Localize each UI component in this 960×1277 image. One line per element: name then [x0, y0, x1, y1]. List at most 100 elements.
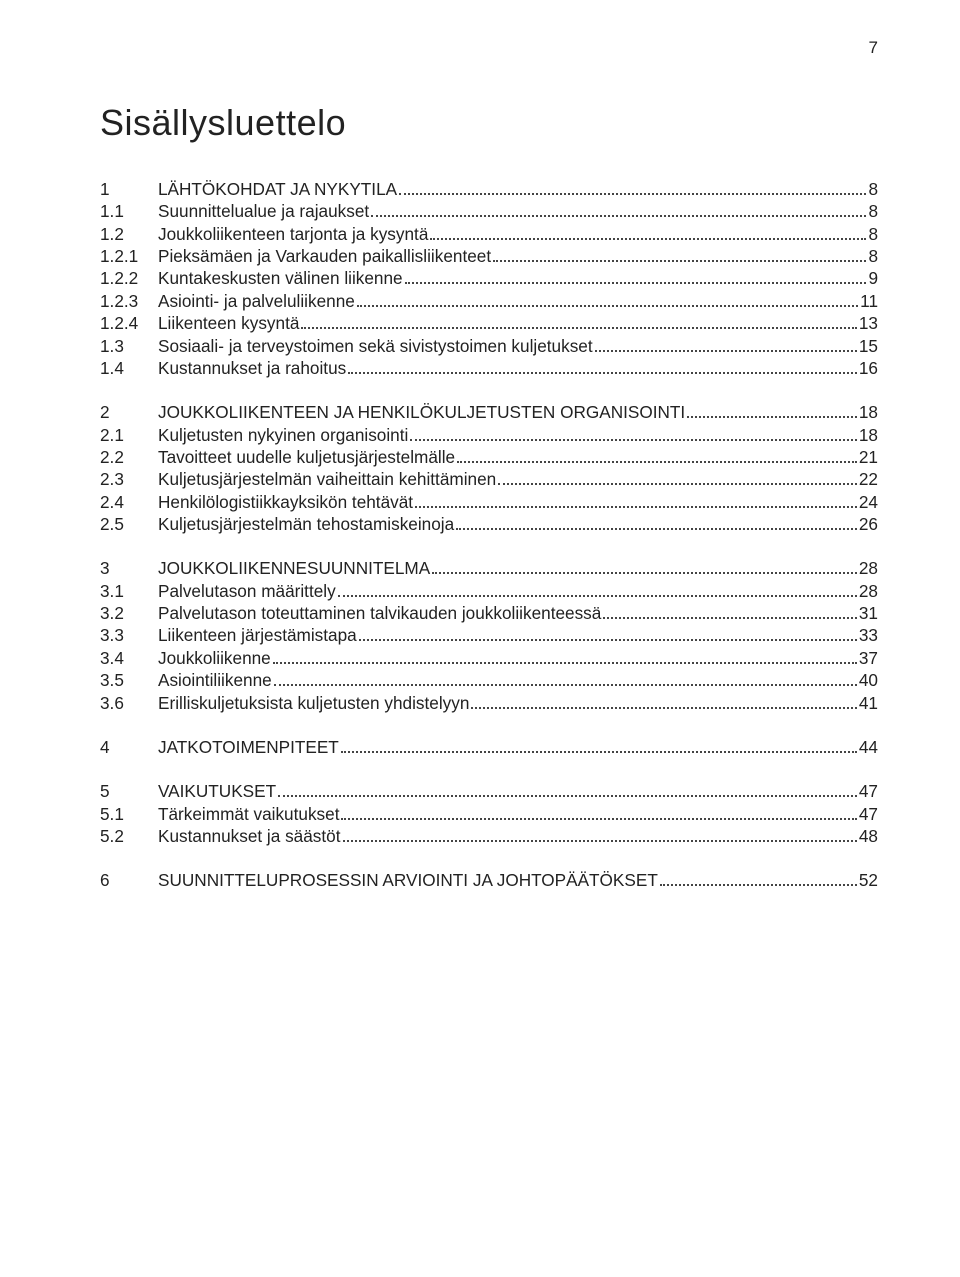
toc-row: 1.4Kustannukset ja rahoitus 16: [100, 357, 878, 379]
toc-leader-dots: [357, 305, 858, 307]
toc-entry-label: Kuntakeskusten välinen liikenne: [158, 267, 403, 289]
toc-row: 3.3Liikenteen järjestämistapa33: [100, 624, 878, 646]
toc-leader-dots: [278, 795, 857, 797]
toc-leader-dots: [471, 707, 856, 709]
toc-entry-label: Tavoitteet uudelle kuljetusjärjestelmäll…: [158, 446, 455, 468]
toc-leader-dots: [274, 684, 857, 686]
toc-leader-dots: [341, 751, 857, 753]
toc-leader-dots: [498, 483, 857, 485]
toc-entry-number: 2.2: [100, 446, 158, 468]
table-of-contents: 1LÄHTÖKOHDAT JA NYKYTILA81.1Suunnittelua…: [100, 178, 878, 892]
toc-entry-number: 3.5: [100, 669, 158, 691]
toc-row: 2JOUKKOLIIKENTEEN JA HENKILÖKULJETUSTEN …: [100, 401, 878, 423]
toc-entry-page: 31: [859, 602, 878, 624]
toc-entry-number: 4: [100, 736, 158, 758]
toc-row: 3.1Palvelutason määrittely28: [100, 580, 878, 602]
toc-entry-page: 28: [859, 557, 878, 579]
toc-entry-label: Kustannukset ja rahoitus: [158, 357, 346, 379]
toc-entry-number: 1.4: [100, 357, 158, 379]
toc-row: 3.5Asiointiliikenne 40: [100, 669, 878, 691]
toc-entry-page: 40: [859, 669, 878, 691]
toc-entry-label: VAIKUTUKSET: [158, 780, 276, 802]
toc-leader-dots: [432, 572, 857, 574]
toc-entry-number: 2.1: [100, 424, 158, 446]
toc-entry-label: Joukkoliikenteen tarjonta ja kysyntä: [158, 223, 428, 245]
toc-leader-dots: [338, 595, 857, 597]
toc-entry-number: 3.6: [100, 692, 158, 714]
page-number: 7: [869, 38, 878, 58]
toc-entry-number: 1: [100, 178, 158, 200]
toc-leader-dots: [371, 215, 866, 217]
toc-group: 3JOUKKOLIIKENNESUUNNITELMA283.1Palveluta…: [100, 557, 878, 714]
toc-entry-page: 22: [859, 468, 878, 490]
toc-title: Sisällysluettelo: [100, 102, 878, 144]
toc-entry-label: Liikenteen kysyntä: [158, 312, 299, 334]
toc-leader-dots: [405, 282, 867, 284]
toc-row: 1.2.3Asiointi- ja palveluliikenne11: [100, 290, 878, 312]
toc-entry-label: Asiointiliikenne: [158, 669, 272, 691]
toc-entry-number: 1.1: [100, 200, 158, 222]
toc-row: 5VAIKUTUKSET47: [100, 780, 878, 802]
toc-entry-page: 48: [859, 825, 878, 847]
toc-entry-label: Kuljetusten nykyinen organisointi: [158, 424, 408, 446]
toc-entry-number: 1.2.1: [100, 245, 158, 267]
toc-row: 2.3Kuljetusjärjestelmän vaiheittain kehi…: [100, 468, 878, 490]
toc-row: 1.2.4Liikenteen kysyntä 13: [100, 312, 878, 334]
toc-entry-label: Joukkoliikenne: [158, 647, 271, 669]
toc-entry-page: 37: [859, 647, 878, 669]
toc-row: 1.2Joukkoliikenteen tarjonta ja kysyntä 8: [100, 223, 878, 245]
toc-row: 3.4Joukkoliikenne37: [100, 647, 878, 669]
toc-entry-label: Suunnittelualue ja rajaukset: [158, 200, 369, 222]
toc-entry-page: 47: [859, 803, 878, 825]
toc-group: 4JATKOTOIMENPITEET44: [100, 736, 878, 758]
toc-entry-number: 1.2: [100, 223, 158, 245]
toc-entry-label: SUUNNITTELUPROSESSIN ARVIOINTI JA JOHTOP…: [158, 869, 658, 891]
toc-row: 1.3Sosiaali- ja terveystoimen sekä sivis…: [100, 335, 878, 357]
toc-entry-label: Liikenteen järjestämistapa: [158, 624, 357, 646]
toc-row: 5.1Tärkeimmät vaikutukset47: [100, 803, 878, 825]
toc-entry-page: 16: [859, 357, 878, 379]
toc-entry-number: 3: [100, 557, 158, 579]
toc-row: 3.6Erilliskuljetuksista kuljetusten yhdi…: [100, 692, 878, 714]
toc-entry-page: 8: [868, 223, 878, 245]
toc-entry-label: LÄHTÖKOHDAT JA NYKYTILA: [158, 178, 397, 200]
toc-entry-label: Henkilölogistiikkayksikön tehtävät: [158, 491, 413, 513]
toc-leader-dots: [493, 260, 866, 262]
toc-row: 1.1Suunnittelualue ja rajaukset 8: [100, 200, 878, 222]
toc-entry-page: 11: [860, 290, 878, 312]
toc-entry-number: 3.1: [100, 580, 158, 602]
toc-row: 2.5Kuljetusjärjestelmän tehostamiskeinoj…: [100, 513, 878, 535]
toc-row: 3.2Palvelutason toteuttaminen talvikaude…: [100, 602, 878, 624]
toc-entry-page: 41: [859, 692, 878, 714]
toc-leader-dots: [456, 528, 857, 530]
toc-entry-number: 1.2.4: [100, 312, 158, 334]
toc-entry-page: 18: [859, 401, 878, 423]
toc-leader-dots: [348, 372, 857, 374]
toc-group: 5VAIKUTUKSET475.1Tärkeimmät vaikutukset4…: [100, 780, 878, 847]
toc-entry-page: 33: [859, 624, 878, 646]
toc-row: 2.4Henkilölogistiikkayksikön tehtävät24: [100, 491, 878, 513]
toc-row: 1LÄHTÖKOHDAT JA NYKYTILA 8: [100, 178, 878, 200]
toc-row: 4JATKOTOIMENPITEET44: [100, 736, 878, 758]
toc-group: 2JOUKKOLIIKENTEEN JA HENKILÖKULJETUSTEN …: [100, 401, 878, 535]
toc-entry-page: 13: [859, 312, 878, 334]
toc-leader-dots: [660, 884, 857, 886]
toc-row: 1.2.1Pieksämäen ja Varkauden paikallisli…: [100, 245, 878, 267]
toc-entry-page: 24: [859, 491, 878, 513]
toc-leader-dots: [415, 506, 857, 508]
toc-leader-dots: [457, 461, 857, 463]
toc-row: 1.2.2Kuntakeskusten välinen liikenne9: [100, 267, 878, 289]
toc-entry-page: 8: [868, 178, 878, 200]
toc-group: 6SUUNNITTELUPROSESSIN ARVIOINTI JA JOHTO…: [100, 869, 878, 891]
toc-entry-page: 47: [859, 780, 878, 802]
toc-entry-label: Tärkeimmät vaikutukset: [158, 803, 339, 825]
toc-leader-dots: [341, 818, 856, 820]
toc-entry-page: 8: [868, 200, 878, 222]
toc-entry-label: Erilliskuljetuksista kuljetusten yhdiste…: [158, 692, 469, 714]
toc-entry-page: 52: [859, 869, 878, 891]
toc-row: 6SUUNNITTELUPROSESSIN ARVIOINTI JA JOHTO…: [100, 869, 878, 891]
toc-row: 2.1Kuljetusten nykyinen organisointi18: [100, 424, 878, 446]
toc-entry-page: 44: [859, 736, 878, 758]
toc-leader-dots: [410, 439, 857, 441]
toc-leader-dots: [399, 193, 866, 195]
